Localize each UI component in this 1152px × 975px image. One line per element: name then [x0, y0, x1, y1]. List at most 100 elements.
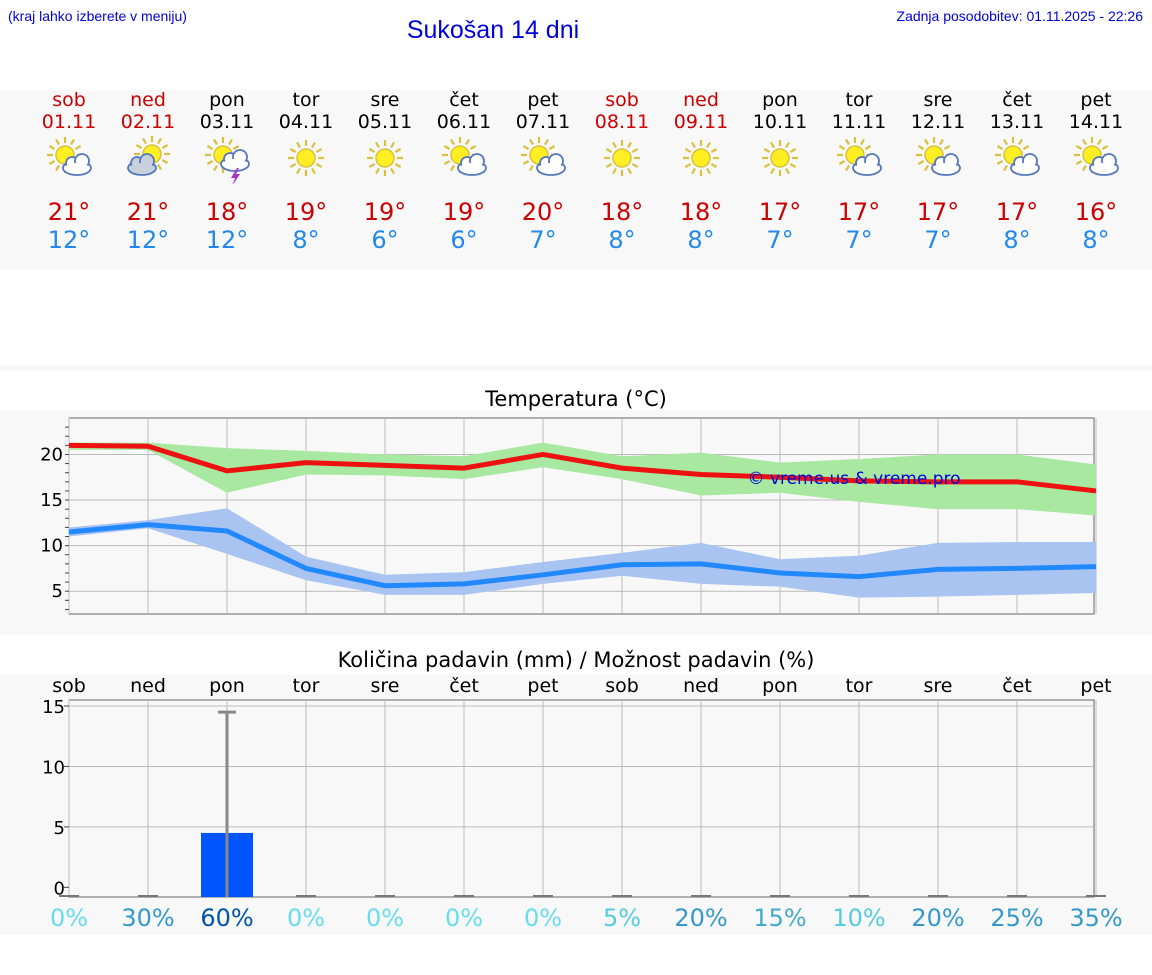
- precipitation-chance: 5%: [602, 904, 642, 932]
- sun-cloud-icon: [993, 136, 1041, 180]
- precipitation-day-label: pet: [527, 675, 559, 697]
- day-name: tor: [845, 89, 873, 111]
- min-temperature: 7°: [529, 226, 557, 254]
- day-date: 01.11: [41, 111, 97, 133]
- precipitation-chance: 20%: [911, 904, 965, 932]
- min-temperature: 6°: [450, 226, 478, 254]
- y-tick-label: 10: [40, 536, 63, 557]
- day-date: 14.11: [1068, 111, 1124, 133]
- sun-icon: [756, 136, 804, 180]
- day-date: 10.11: [752, 111, 808, 133]
- precipitation-day-label: pon: [209, 675, 245, 697]
- min-temperature: 8°: [687, 226, 715, 254]
- sun-icon: [282, 136, 330, 180]
- forecast-band: [0, 90, 1152, 270]
- temperature-chart-title: Temperatura (°C): [485, 387, 667, 411]
- min-temperature-line: [68, 522, 1097, 589]
- sun-cloud-icon: [519, 136, 567, 180]
- precipitation-chance: 60%: [200, 904, 254, 932]
- max-temperature: 19°: [284, 198, 328, 226]
- day-date: 08.11: [594, 111, 650, 133]
- day-date: 03.11: [199, 111, 255, 133]
- precipitation-chance: 35%: [1069, 904, 1123, 932]
- y-tick-label: 10: [42, 757, 65, 778]
- precipitation-day-label: ned: [683, 675, 719, 697]
- day-name: tor: [292, 89, 320, 111]
- precipitation-chance: 25%: [990, 904, 1044, 932]
- y-tick-label: 0: [54, 878, 65, 899]
- day-date: 09.11: [673, 111, 729, 133]
- min-temperature: 8°: [608, 226, 636, 254]
- sun-icon: [361, 136, 409, 180]
- day-name: pon: [762, 89, 798, 111]
- precipitation-chance: 0%: [365, 904, 405, 932]
- separator-band: [0, 365, 1152, 371]
- min-temperature: 7°: [766, 226, 794, 254]
- min-temperature: 7°: [845, 226, 873, 254]
- min-temperature: 6°: [371, 226, 399, 254]
- max-temperature: 21°: [126, 198, 170, 226]
- y-tick-label: 5: [54, 818, 65, 839]
- day-name: ned: [130, 89, 166, 111]
- day-name: čet: [1002, 89, 1032, 111]
- max-temperature: 18°: [679, 198, 723, 226]
- precipitation-day-label: čet: [449, 675, 479, 697]
- max-temperature: 21°: [47, 198, 91, 226]
- precipitation-chance: 20%: [674, 904, 728, 932]
- min-temperature: 8°: [1003, 226, 1031, 254]
- day-name: sre: [370, 89, 400, 111]
- y-tick-label: 15: [42, 697, 65, 718]
- precipitation-day-label: sob: [52, 675, 86, 697]
- last-updated: Zadnja posodobitev: 01.11.2025 - 22:26: [896, 8, 1143, 24]
- precipitation-day-label: sre: [370, 675, 400, 697]
- day-date: 13.11: [989, 111, 1045, 133]
- precipitation-day-label: ned: [130, 675, 166, 697]
- max-temperature: 16°: [1074, 198, 1118, 226]
- day-date: 05.11: [357, 111, 413, 133]
- precipitation-day-label: pon: [762, 675, 798, 697]
- day-date: 02.11: [120, 111, 176, 133]
- page-title: Sukošan 14 dni: [406, 16, 580, 44]
- max-temperature-line: [68, 442, 1097, 494]
- sun-cloud-icon: [835, 136, 883, 180]
- precipitation-chance: 30%: [121, 904, 175, 932]
- day-name: sob: [605, 89, 639, 111]
- precipitation-day-label: sob: [605, 675, 639, 697]
- max-temperature: 17°: [837, 198, 881, 226]
- precipitation-day-label: čet: [1002, 675, 1032, 697]
- min-temperature: 8°: [292, 226, 320, 254]
- min-temperature: 7°: [924, 226, 952, 254]
- max-temperature: 19°: [363, 198, 407, 226]
- precipitation-day-label: tor: [845, 675, 873, 697]
- max-temperature: 17°: [758, 198, 802, 226]
- precipitation-chart: 0 5 10 15: [42, 697, 1106, 899]
- min-temperature: 12°: [126, 226, 170, 254]
- max-temperature: 18°: [205, 198, 249, 226]
- sun-cloud-icon: [45, 136, 93, 180]
- sun-cloud-icon: [1072, 136, 1120, 180]
- y-tick-label: 15: [40, 490, 63, 511]
- min-temperature: 8°: [1082, 226, 1110, 254]
- sun-icon: [677, 136, 725, 180]
- day-name: pon: [209, 89, 245, 111]
- max-temperature: 19°: [442, 198, 486, 226]
- day-name: pet: [1080, 89, 1112, 111]
- cloudy-sun-icon: [124, 136, 172, 180]
- max-temperature: 17°: [995, 198, 1039, 226]
- day-name: pet: [527, 89, 559, 111]
- max-range-band: [69, 442, 1096, 516]
- precipitation-day-label: tor: [292, 675, 320, 697]
- temperature-chart: 5 10 15 20 © vreme.us & vreme.pro: [40, 417, 1097, 615]
- precipitation-day-label: pet: [1080, 675, 1112, 697]
- day-date: 06.11: [436, 111, 492, 133]
- precipitation-chance: 0%: [523, 904, 563, 932]
- day-name: sob: [52, 89, 86, 111]
- min-temperature: 12°: [47, 226, 91, 254]
- day-name: čet: [449, 89, 479, 111]
- day-name: sre: [923, 89, 953, 111]
- day-date: 07.11: [515, 111, 571, 133]
- day-date: 04.11: [278, 111, 334, 133]
- min-temperature: 12°: [205, 226, 249, 254]
- max-temperature: 20°: [521, 198, 565, 226]
- day-date: 11.11: [831, 111, 887, 133]
